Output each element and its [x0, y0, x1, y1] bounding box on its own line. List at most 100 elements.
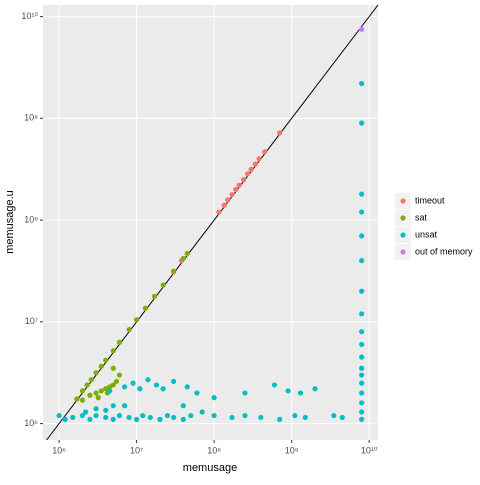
point — [233, 186, 239, 193]
point — [244, 171, 251, 177]
x-tick-label: 10⁶ — [52, 445, 66, 455]
point — [116, 412, 123, 419]
point — [88, 377, 94, 383]
point — [258, 414, 264, 421]
point — [359, 311, 365, 317]
point — [103, 386, 109, 392]
point — [359, 400, 365, 406]
point — [180, 403, 186, 409]
point — [110, 348, 116, 354]
point — [216, 209, 222, 215]
point — [142, 305, 149, 311]
point — [110, 382, 116, 388]
point — [359, 365, 365, 371]
point — [93, 390, 99, 396]
point — [103, 414, 109, 421]
point — [302, 414, 308, 421]
point — [359, 390, 365, 396]
point — [339, 414, 345, 421]
point — [256, 156, 262, 162]
point — [103, 407, 109, 413]
point — [188, 412, 194, 419]
point — [134, 317, 140, 323]
point — [56, 412, 62, 419]
point — [140, 412, 146, 419]
point — [331, 412, 337, 419]
point — [312, 386, 318, 392]
point — [79, 412, 86, 419]
point — [170, 414, 177, 421]
point — [98, 388, 104, 394]
point — [359, 416, 365, 422]
legend-label: timeout — [415, 195, 445, 205]
point — [107, 388, 113, 394]
point — [126, 326, 132, 333]
legend-swatch — [400, 198, 406, 204]
point — [194, 390, 200, 396]
point — [170, 268, 177, 274]
x-tick-label: 10⁹ — [285, 445, 299, 455]
point — [229, 192, 235, 198]
y-axis-title: memusage.u — [4, 190, 16, 254]
point — [110, 416, 116, 422]
point — [62, 416, 68, 422]
point — [160, 386, 166, 392]
point — [184, 250, 190, 257]
point — [359, 354, 365, 360]
point — [359, 191, 365, 197]
point — [359, 329, 365, 335]
point — [229, 414, 235, 421]
point — [87, 416, 93, 422]
point — [93, 406, 99, 412]
point — [359, 380, 365, 386]
point — [297, 390, 304, 396]
point — [221, 202, 227, 208]
y-tick-label: 10⁷ — [25, 316, 38, 326]
point — [277, 416, 283, 422]
point — [79, 388, 86, 394]
y-tick-label: 10⁶ — [24, 418, 38, 428]
point — [122, 403, 128, 409]
point — [87, 392, 93, 398]
point — [359, 209, 365, 215]
point — [262, 149, 268, 155]
point — [242, 412, 248, 419]
point — [103, 357, 109, 363]
point — [147, 414, 153, 421]
point — [74, 396, 80, 402]
point — [160, 282, 166, 288]
point — [122, 384, 128, 390]
point — [98, 363, 104, 369]
point — [95, 395, 101, 401]
point — [79, 397, 86, 403]
point — [126, 414, 132, 421]
point — [116, 339, 123, 345]
point — [134, 416, 140, 422]
point — [93, 370, 99, 376]
point — [211, 412, 217, 419]
legend-label: unsat — [415, 229, 438, 239]
point — [157, 416, 163, 422]
point — [83, 409, 89, 415]
point — [180, 416, 186, 422]
point — [359, 120, 365, 126]
x-axis-title: memusage — [183, 462, 237, 474]
point — [170, 378, 177, 384]
point — [211, 395, 217, 401]
point — [225, 197, 231, 203]
point — [70, 414, 76, 421]
point — [84, 382, 90, 388]
legend-swatch — [400, 215, 406, 221]
point — [236, 182, 242, 188]
point — [180, 255, 186, 262]
point — [93, 412, 99, 419]
legend-label: sat — [415, 212, 428, 222]
y-tick-label: 10⁸ — [24, 214, 38, 224]
point — [242, 390, 248, 396]
point — [285, 388, 291, 394]
y-tick-label: 10¹⁰ — [21, 11, 38, 21]
point — [271, 382, 278, 388]
point — [137, 386, 143, 392]
point — [145, 377, 151, 383]
point — [113, 378, 120, 384]
